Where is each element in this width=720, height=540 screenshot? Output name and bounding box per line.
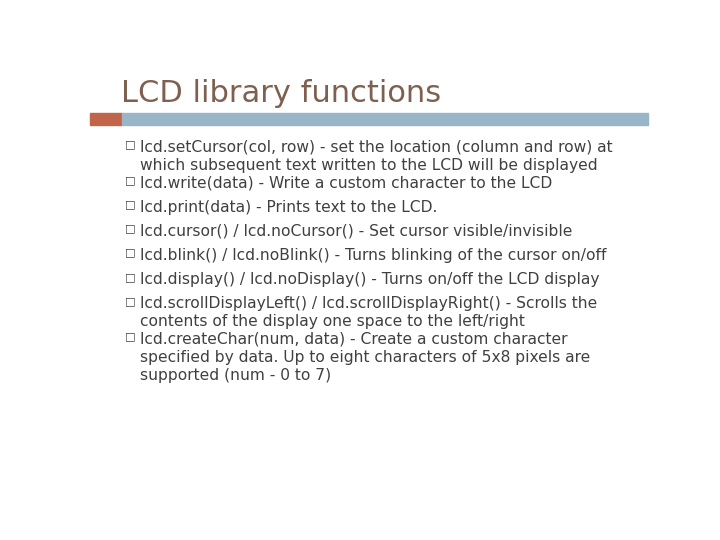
Text: lcd.scrollDisplayLeft() / lcd.scrollDisplayRight() - Scrolls the
contents of the: lcd.scrollDisplayLeft() / lcd.scrollDisp… [140, 296, 598, 329]
Bar [90, 113, 122, 125]
Text: □: □ [125, 224, 135, 234]
Text: lcd.createChar(num, data) - Create a custom character
specified by data. Up to e: lcd.createChar(num, data) - Create a cus… [140, 332, 590, 383]
Text: □: □ [125, 140, 135, 150]
Text: □: □ [125, 272, 135, 282]
Text: lcd.print(data) - Prints text to the LCD.: lcd.print(data) - Prints text to the LCD… [140, 199, 438, 214]
Text: □: □ [125, 199, 135, 210]
Text: lcd.cursor() / lcd.noCursor() - Set cursor visible/invisible: lcd.cursor() / lcd.noCursor() - Set curs… [140, 224, 572, 239]
Text: LCD library functions: LCD library functions [121, 79, 441, 109]
Text: □: □ [125, 248, 135, 258]
Text: lcd.blink() / lcd.noBlink() - Turns blinking of the cursor on/off: lcd.blink() / lcd.noBlink() - Turns blin… [140, 248, 607, 263]
Text: lcd.display() / lcd.noDisplay() - Turns on/off the LCD display: lcd.display() / lcd.noDisplay() - Turns … [140, 272, 600, 287]
Text: □: □ [125, 296, 135, 306]
Bar [122, 113, 648, 125]
Text: lcd.write(data) - Write a custom character to the LCD: lcd.write(data) - Write a custom charact… [140, 176, 552, 191]
Text: □: □ [125, 332, 135, 342]
Text: lcd.setCursor(col, row) - set the location (column and row) at
which subsequent : lcd.setCursor(col, row) - set the locati… [140, 140, 613, 173]
Text: □: □ [125, 176, 135, 185]
